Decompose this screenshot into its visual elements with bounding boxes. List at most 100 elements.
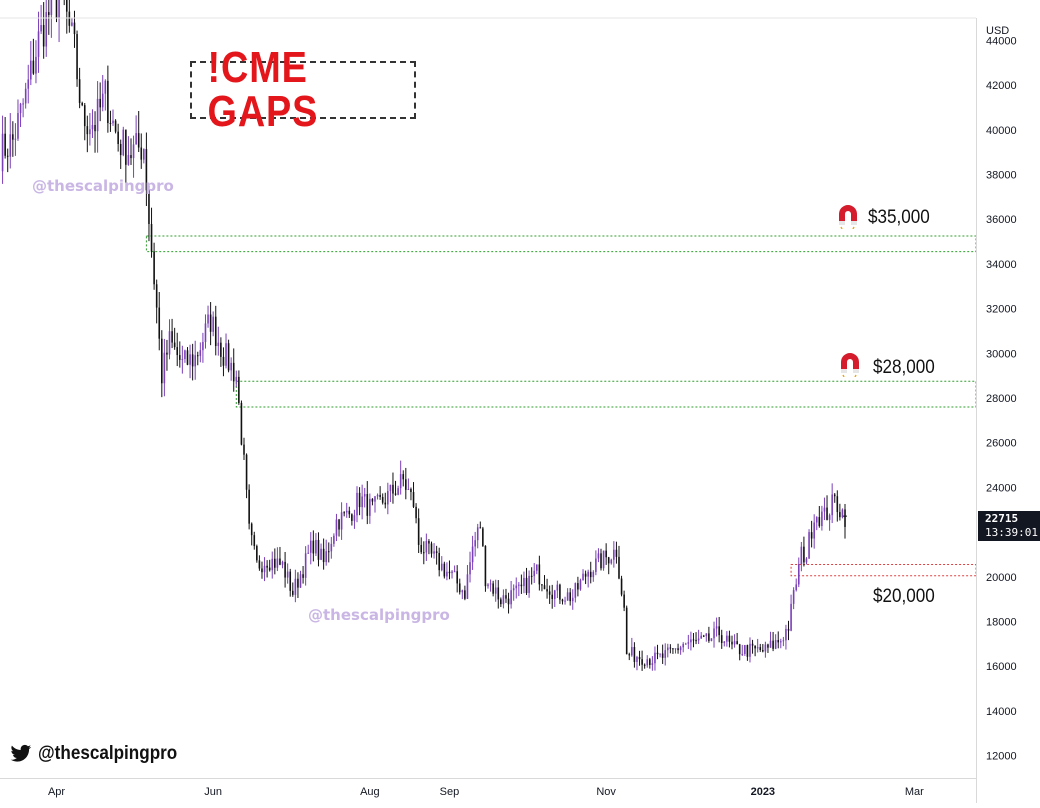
candle-body [592, 571, 595, 578]
candle-body [610, 559, 613, 564]
candle-body [541, 584, 543, 586]
candle-body [101, 93, 104, 108]
watermark-top: @thescalpingpro [32, 177, 174, 195]
y-tick-label: 24000 [986, 482, 1017, 494]
candle-body [790, 603, 792, 631]
candle-body [6, 155, 9, 157]
candle-body [582, 573, 584, 581]
candle-body [548, 591, 551, 595]
candle-body [256, 546, 258, 561]
candle-body [389, 484, 392, 492]
candle-body [664, 650, 667, 658]
candle-body [448, 571, 451, 574]
candle-body [785, 628, 787, 641]
candle-body [292, 590, 294, 595]
candle-body [155, 284, 158, 308]
bar-countdown: 13:39:01 [985, 526, 1038, 539]
candle-body [623, 594, 625, 608]
candle-body [813, 522, 815, 539]
candle-body [356, 492, 358, 516]
y-tick-label: 42000 [986, 80, 1017, 92]
x-tick-label: Aug [360, 786, 380, 798]
candle-body [199, 350, 202, 356]
candle-body [553, 590, 556, 599]
candle-body [656, 652, 659, 655]
candle-body [307, 552, 310, 554]
candle-body [366, 494, 369, 516]
candle-body [428, 541, 430, 544]
candle-body [176, 347, 179, 356]
candle-body [394, 493, 397, 495]
candle-body [682, 643, 684, 648]
level-label-28000: $28,000 [873, 357, 935, 378]
x-tick-label: Jun [204, 786, 222, 798]
candle-body [782, 640, 785, 642]
candle-body [345, 510, 348, 513]
candle-body [14, 138, 17, 140]
price-axis: USD1200014000160001800020000220002400026… [986, 25, 1017, 763]
candle-body [83, 105, 86, 127]
candle-body [253, 535, 256, 547]
candle-body [384, 502, 387, 505]
candle-body [520, 584, 523, 587]
candle-body [4, 133, 6, 156]
candle-body [191, 354, 194, 367]
candle-body [476, 527, 479, 541]
candle-body [330, 543, 333, 552]
candle-body [587, 571, 589, 577]
candle-body [659, 653, 661, 655]
candle-body [104, 80, 107, 94]
candle-body [71, 22, 73, 26]
candle-body [759, 647, 762, 650]
candle-body [335, 519, 338, 536]
candle-body [461, 590, 464, 593]
candle-body [171, 331, 173, 343]
candle-body [464, 590, 466, 599]
x-tick-label: Nov [596, 786, 616, 798]
candle-body [363, 494, 366, 497]
candle-body [143, 149, 145, 160]
candle-body [571, 597, 574, 602]
candle-body [839, 512, 841, 518]
candle-body [646, 659, 649, 666]
candle-body [538, 564, 541, 585]
candle-body [751, 643, 754, 646]
y-tick-label: 30000 [986, 348, 1017, 360]
candle-body [235, 376, 238, 382]
candle-body [715, 626, 718, 629]
candle-body [620, 578, 623, 595]
candle-body [19, 103, 22, 114]
candle-body [525, 577, 528, 594]
y-tick-label: 26000 [986, 438, 1017, 450]
candle-body [297, 578, 299, 588]
candle-body [607, 557, 610, 564]
candle-body [73, 22, 76, 35]
candle-body [700, 635, 702, 639]
candle-body [420, 544, 423, 553]
candles [1, 0, 848, 671]
candle-body [695, 640, 697, 642]
candle-body [536, 564, 538, 571]
candle-body [276, 558, 279, 568]
candle-body [230, 362, 232, 371]
candle-body [756, 647, 759, 649]
candle-body [780, 641, 782, 643]
candle-body [595, 558, 597, 572]
candle-body [268, 567, 271, 571]
candle-body [471, 546, 474, 563]
candle-body [415, 506, 417, 519]
candle-body [492, 583, 494, 594]
candle-body [263, 565, 266, 573]
last-price-tag: 22715 13:39:01 [978, 511, 1040, 541]
candle-body [150, 223, 153, 252]
candle-body [45, 12, 48, 47]
watermark-middle: @thescalpingpro [308, 606, 450, 624]
candle-body [68, 11, 71, 26]
candle-body [764, 644, 767, 652]
candle-body [338, 519, 340, 530]
candle-body [405, 479, 407, 490]
candle-body [387, 491, 389, 505]
candle-body [435, 551, 438, 553]
candle-body [40, 25, 42, 32]
